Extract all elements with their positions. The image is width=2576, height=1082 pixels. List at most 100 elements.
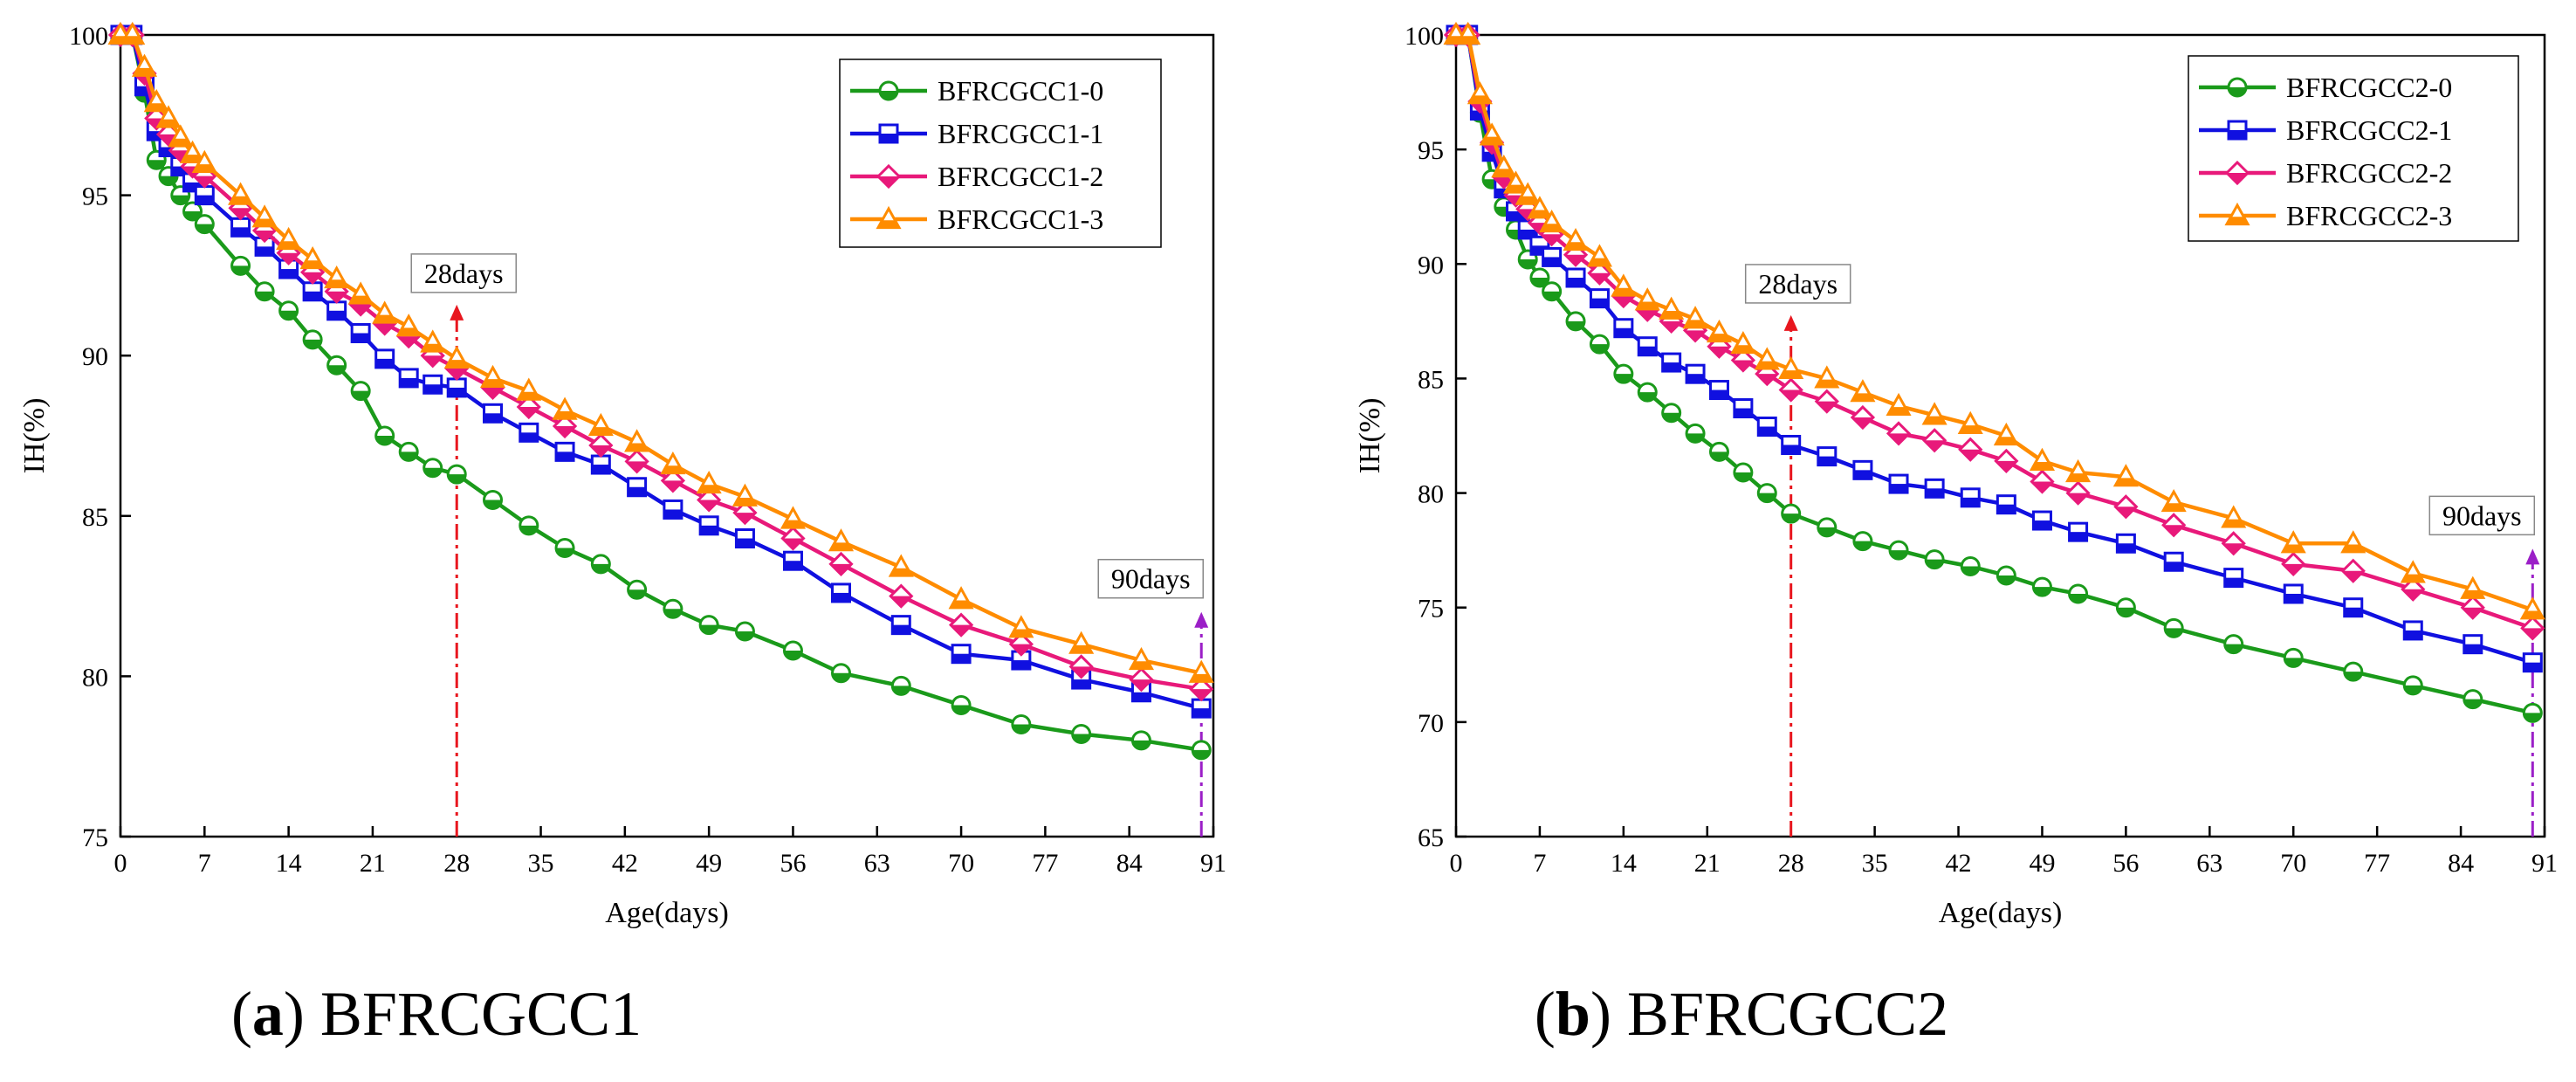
chart-b-data-point-fill: [1817, 456, 1836, 465]
chart-a-data-point-fill: [279, 310, 298, 320]
chart-b-x-tick-label: 42: [1946, 849, 1972, 878]
chart-b-data-point-fill: [2163, 503, 2185, 511]
chart-b-caption: (b) BFRCGCC2: [1534, 979, 1949, 1049]
chart-b-data-point-fill: [2224, 644, 2243, 653]
chart-a-annotation-box: [410, 253, 517, 293]
chart-b-data-point-fill: [1483, 151, 1501, 161]
chart-b-data-point-fill: [1732, 360, 1754, 371]
chart-a-data-point-fill: [422, 355, 443, 367]
chart-a-data-point-fill: [628, 486, 646, 496]
chart-a-x-tick-label: 63: [864, 849, 890, 878]
chart-a-data-point-fill: [446, 360, 468, 368]
chart-b-y-tick-label: 95: [1418, 136, 1444, 165]
chart-a-data-point-fill: [327, 310, 346, 320]
chart-b-y-axis-label: IH(%): [1354, 398, 1386, 474]
chart-b-data-point-fill: [1732, 345, 1754, 353]
chart-a-data-point-fill: [1072, 734, 1090, 743]
chart-b-x-tick-label: 63: [2196, 849, 2222, 878]
chart-a-legend-marker-fill: [878, 220, 899, 228]
chart-b-data-point-fill: [1853, 541, 1872, 550]
chart-b-annotation-arrow: [1783, 314, 1798, 331]
chart-a-data-point-fill: [892, 686, 910, 695]
chart-a-data-point-fill: [254, 218, 276, 226]
chart-b-data-point-fill: [2344, 607, 2362, 617]
chart-b-data-point-fill: [2165, 562, 2183, 571]
chart-a-data-point-fill: [951, 624, 972, 636]
chart-b-data-point-fill: [1888, 407, 1910, 415]
chart-b-data-point-fill: [2342, 570, 2364, 582]
chart-a-svg: 0 7 14 21 28 35 42 49 56 63 70 77 84 91 75 80 85 90 95 100 A…: [18, 21, 1226, 929]
chart-a-data-point-fill: [519, 432, 538, 442]
chart-a-data-point-fill: [352, 333, 370, 342]
chart-a-data-point-fill: [196, 195, 214, 204]
chart-b-legend-label: BFRCGCC2-1: [2286, 114, 2452, 146]
chart-a-data-point-fill: [1010, 629, 1032, 637]
chart-b-data-point-fill: [1469, 95, 1491, 103]
chart-a-data-point-fill: [448, 387, 466, 396]
chart-panel-a: 0 7 14 21 28 35 42 49 56 63 70 77 84 91 75 80 85 90 95 100 A…: [18, 21, 1226, 1049]
chart-b-data-point-fill: [1756, 374, 1778, 385]
chart-b-data-point-fill: [1528, 210, 1550, 217]
chart-a-y-axis-label: IH(%): [18, 398, 51, 474]
chart-b-legend-label: BFRCGCC2-2: [2286, 157, 2452, 189]
chart-b-y-tick-label: 90: [1418, 251, 1444, 279]
chart-b-y-tick-label: 70: [1418, 709, 1444, 738]
chart-a-series-square: [110, 24, 1212, 719]
chart-b-data-point-fill: [1960, 425, 1982, 433]
chart-b-data-point-fill: [2069, 593, 2087, 603]
chart-b-data-point-fill: [1926, 559, 1944, 569]
chart-b-data-point-fill: [1493, 169, 1515, 176]
chart-a-y-tick-label: 100: [69, 22, 108, 51]
chart-a-data-point-fill: [892, 624, 910, 634]
chart-a-x-tick-label: 56: [780, 849, 806, 878]
chart-a-data-point-fill: [554, 425, 576, 437]
chart-a-data-point-fill: [736, 631, 754, 640]
chart-b-x-tick-label: 70: [2280, 849, 2306, 878]
chart-b-data-point-fill: [2222, 543, 2244, 555]
chart-b-data-point-fill: [1997, 575, 2016, 584]
chart-b-data-point-fill: [1685, 330, 1707, 341]
chart-b-data-point-fill: [1686, 433, 1705, 443]
chart-a-y-tick-label: 85: [82, 503, 108, 532]
chart-b-legend-label: BFRCGCC2-0: [2286, 72, 2452, 103]
chart-a-data-point-fill: [231, 227, 250, 237]
chart-b-data-point-fill: [2342, 544, 2364, 552]
chart-a-data-point-fill: [1010, 644, 1032, 655]
chart-a-legend-marker-fill: [880, 91, 897, 100]
chart-a-data-point-fill: [832, 672, 850, 682]
chart-a-data-point-fill: [374, 323, 395, 334]
chart-a-data-point-fill: [350, 295, 372, 304]
chart-a-data-point-fill: [1191, 689, 1212, 700]
chart-b-data-point-fill: [1888, 433, 1910, 445]
chart-b-x-tick-label: 28: [1778, 849, 1804, 878]
chart-b-data-point-fill: [1780, 389, 1802, 401]
chart-a-data-point-fill: [398, 336, 420, 348]
chart-a-data-point-fill: [422, 343, 443, 352]
chart-a-legend-label: BFRCGCC1-2: [938, 161, 1103, 192]
chart-a-data-point-fill: [230, 196, 251, 204]
chart-b-x-tick-label: 14: [1611, 849, 1637, 878]
chart-a-data-point-fill: [663, 609, 682, 618]
chart-b-data-point-fill: [2524, 713, 2542, 722]
chart-a-data-point-fill: [700, 525, 718, 534]
chart-b-data-point-fill: [1471, 110, 1489, 120]
chart-b-y-tick-label: 85: [1418, 365, 1444, 394]
chart-a-data-point-fill: [146, 103, 168, 111]
chart-a-data-point-fill: [302, 272, 324, 283]
chart-b-data-point-fill: [2117, 607, 2135, 617]
chart-b-y-tick-label: 65: [1418, 824, 1444, 852]
chart-b-data-point-fill: [1589, 258, 1611, 266]
chart-a-data-point-fill: [446, 368, 468, 379]
chart-b-data-point-fill: [2165, 628, 2183, 637]
chart-b-data-point-fill: [1517, 196, 1539, 204]
chart-b-svg: 0 7 14 21 28 35 42 49 56 63 70 77 84 91 65 70 75 80 85 90 95…: [1354, 21, 2558, 929]
chart-a-x-tick-label: 7: [198, 849, 211, 878]
chart-a-data-point-fill: [304, 339, 322, 348]
chart-b-data-point-fill: [2031, 481, 2053, 493]
chart-b-data-point-fill: [1708, 346, 1730, 357]
chart-a-data-point-fill: [698, 500, 720, 511]
chart-a-caption: (a) BFRCGCC1: [230, 979, 642, 1049]
chart-a-data-point-fill: [482, 379, 504, 387]
chart-a-data-point-fill: [1132, 692, 1151, 701]
chart-a-x-tick-label: 14: [276, 849, 302, 878]
